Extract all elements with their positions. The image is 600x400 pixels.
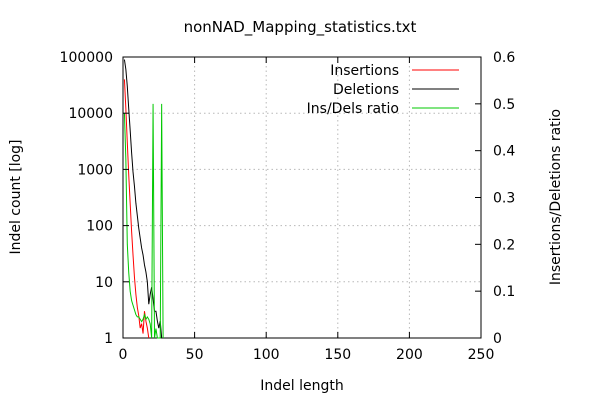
y-tick-label: 1000 <box>77 162 113 178</box>
legend: Insertions Deletions Ins/Dels ratio <box>307 63 459 117</box>
tick-layer: 0 50 100 150 200 250 1 10 100 1000 10000 100000 0 0.1… <box>60 50 516 363</box>
y2-tick-label: 0.2 <box>493 237 515 253</box>
x-tick-label: 50 <box>186 347 204 363</box>
plot-frame <box>122 56 482 339</box>
y-tick-label: 100 <box>86 219 113 235</box>
x-tick-label: 100 <box>253 347 280 363</box>
y2-tick-label: 0 <box>493 331 502 347</box>
y2-tick-label: 0.1 <box>493 284 515 300</box>
y-tick-label: 10 <box>95 275 113 291</box>
y-tick-label: 100000 <box>60 50 113 66</box>
series-line-deletions <box>123 59 163 339</box>
x-tick-label: 250 <box>468 347 495 363</box>
y2-tick-label: 0.6 <box>493 50 515 66</box>
chart-title: nonNAD_Mapping_statistics.txt <box>184 18 417 37</box>
x-tick-label: 200 <box>396 347 423 363</box>
x-tick-label: 150 <box>324 347 351 363</box>
legend-label-ins-dels-ratio: Ins/Dels ratio <box>307 101 399 117</box>
legend-label-insertions: Insertions <box>330 63 399 79</box>
y-axis-label: Indel count [log] <box>8 139 24 254</box>
y2-tick-label: 0.4 <box>493 144 515 160</box>
grid <box>123 57 481 338</box>
x-axis-label: Indel length <box>260 378 343 394</box>
y-tick-label: 10000 <box>68 106 113 122</box>
x-tick-label: 0 <box>119 347 128 363</box>
y2-tick-label: 0.3 <box>493 191 515 207</box>
y-tick-label: 1 <box>104 331 113 347</box>
y2-axis-label: Insertions/Deletions ratio <box>548 109 564 285</box>
series-layer <box>123 59 164 339</box>
y2-tick-label: 0.5 <box>493 97 515 113</box>
series-line-ins-dels-ratio <box>123 103 164 339</box>
legend-label-deletions: Deletions <box>333 82 399 98</box>
